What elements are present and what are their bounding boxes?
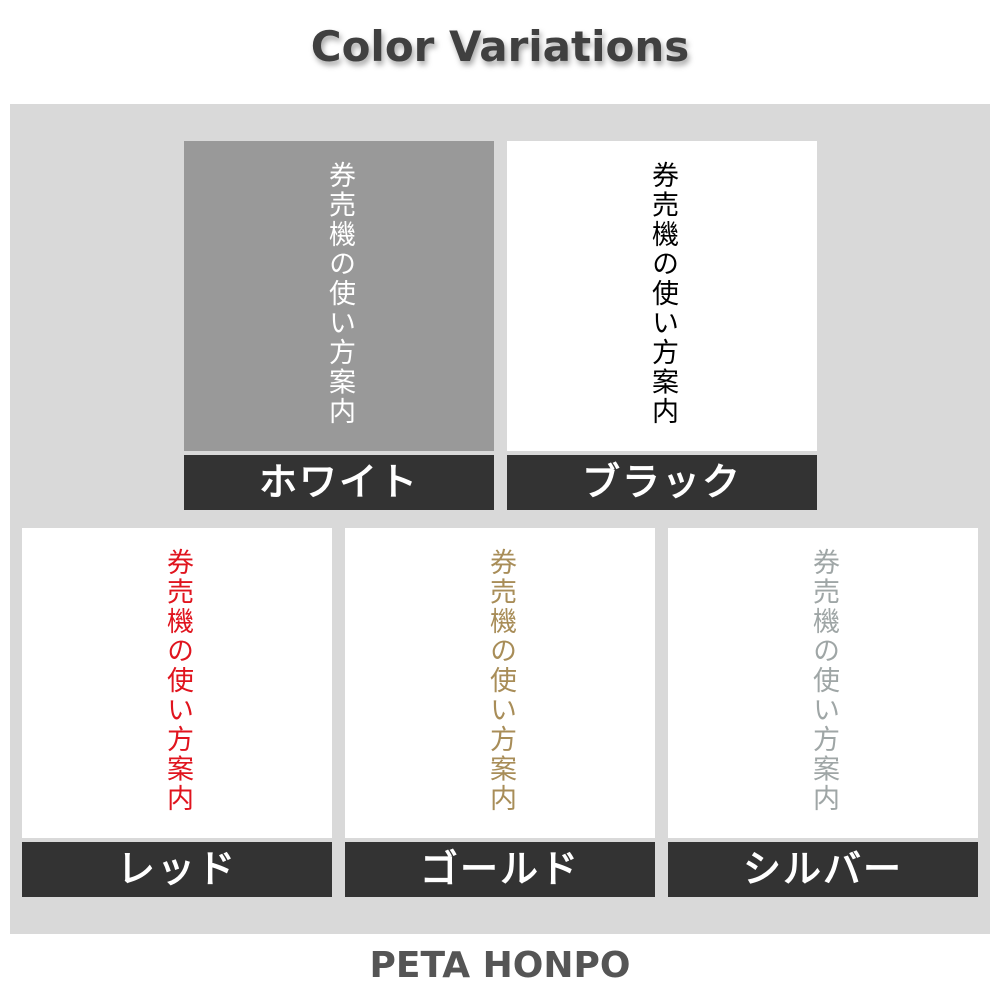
sign-text: 券売機の使い方案内 [162,548,193,814]
variation-label: ホワイト [184,455,494,510]
sign-preview: 券売機の使い方案内 [668,528,978,838]
variation-label: ゴールド [345,842,655,897]
sign-text: 券売機の使い方案内 [808,548,839,814]
variation-label: ブラック [507,455,817,510]
variation-card-white: 券売機の使い方案内 ホワイト [184,141,494,510]
variation-card-black: 券売機の使い方案内 ブラック [507,141,817,510]
variation-label: レッド [22,842,332,897]
variation-card-red: 券売機の使い方案内 レッド [22,528,332,897]
variation-label: シルバー [668,842,978,897]
brand-footer: PETA HONPO [369,945,631,986]
sign-text: 券売機の使い方案内 [485,548,516,814]
variation-card-gold: 券売機の使い方案内 ゴールド [345,528,655,897]
variation-card-silver: 券売機の使い方案内 シルバー [668,528,978,897]
sign-preview: 券売機の使い方案内 [22,528,332,838]
sign-preview: 券売機の使い方案内 [507,141,817,451]
sign-preview: 券売機の使い方案内 [345,528,655,838]
sign-preview: 券売機の使い方案内 [184,141,494,451]
sign-text: 券売機の使い方案内 [324,161,355,427]
sign-text: 券売機の使い方案内 [647,161,678,427]
page-title: Color Variations [310,22,690,71]
